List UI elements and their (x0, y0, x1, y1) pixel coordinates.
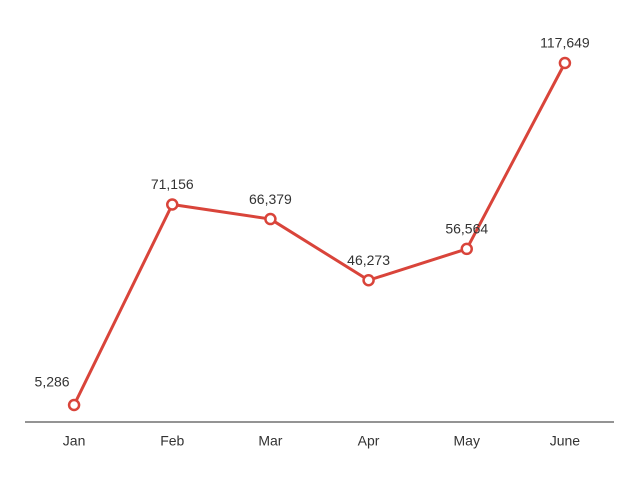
point (460, 242, 473, 256)
x-tick-label: June (550, 433, 581, 449)
point (264, 212, 277, 226)
value-label: 46,273 (347, 252, 390, 268)
point (67, 398, 81, 412)
line (72, 62, 567, 406)
x-tick-label: Feb (160, 433, 184, 449)
x-tick-label: May (454, 433, 480, 449)
point (558, 56, 572, 70)
value-label: 66,379 (249, 191, 292, 207)
x-tick-label: Mar (258, 433, 282, 449)
value-label: 71,156 (151, 176, 194, 192)
value-label: 117,649 (540, 35, 590, 51)
point (166, 198, 179, 211)
value-label: 5,286 (35, 374, 70, 390)
x-tick-label: Jan (63, 433, 86, 449)
value-label: 56,564 (445, 221, 488, 237)
point (362, 273, 375, 287)
x-tick-label: Apr (358, 433, 380, 449)
